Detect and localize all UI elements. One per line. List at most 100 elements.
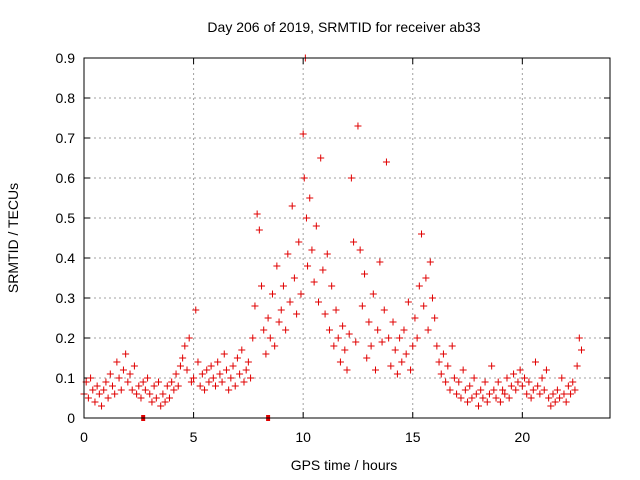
y-tick-label: 0.6 <box>56 170 76 186</box>
data-point <box>466 382 474 390</box>
data-point <box>247 374 255 382</box>
data-point <box>496 398 504 406</box>
data-point <box>155 378 163 386</box>
data-point <box>553 386 561 394</box>
data-point <box>146 390 154 398</box>
data-point <box>295 238 303 246</box>
data-point <box>536 390 544 398</box>
data-point <box>302 214 310 222</box>
data-point <box>214 358 222 366</box>
data-point <box>503 374 511 382</box>
data-point <box>371 366 379 374</box>
data-point <box>350 238 358 246</box>
data-point <box>161 398 169 406</box>
data-point <box>312 222 320 230</box>
data-point <box>347 174 355 182</box>
data-point <box>525 378 533 386</box>
data-point <box>418 230 426 238</box>
data-point <box>382 158 390 166</box>
data-point <box>229 362 237 370</box>
data-point <box>98 402 106 410</box>
data-point <box>345 330 353 338</box>
data-point <box>106 370 114 378</box>
data-point <box>389 318 397 326</box>
data-point <box>404 298 412 306</box>
data-point <box>325 326 333 334</box>
data-point <box>330 342 338 350</box>
data-point <box>144 374 152 382</box>
data-point <box>196 382 204 390</box>
data-point <box>117 386 125 394</box>
data-point <box>378 338 386 346</box>
data-point <box>439 350 447 358</box>
data-point <box>157 402 165 410</box>
data-point <box>393 370 401 378</box>
data-point <box>354 122 362 130</box>
data-point <box>448 342 456 350</box>
data-point <box>122 350 130 358</box>
y-tick-label: 0.1 <box>56 370 76 386</box>
data-point <box>319 266 327 274</box>
data-point <box>575 334 583 342</box>
data-point <box>490 386 498 394</box>
data-point <box>571 386 579 394</box>
data-point <box>238 346 246 354</box>
data-point <box>481 378 489 386</box>
data-point <box>556 394 564 402</box>
data-point <box>567 390 575 398</box>
y-tick-label: 0.4 <box>56 250 76 266</box>
data-point <box>95 390 103 398</box>
data-point <box>453 390 461 398</box>
data-point <box>242 366 250 374</box>
data-point <box>299 130 307 138</box>
data-point <box>119 366 127 374</box>
data-point <box>363 354 371 362</box>
data-point <box>409 342 417 350</box>
data-point <box>89 386 97 394</box>
data-point <box>352 338 360 346</box>
data-point <box>446 386 454 394</box>
data-point <box>284 250 292 258</box>
data-point <box>304 262 312 270</box>
data-point <box>485 390 493 398</box>
data-point <box>179 354 187 362</box>
data-point <box>306 194 314 202</box>
data-point <box>231 382 239 390</box>
data-point <box>198 370 206 378</box>
data-point <box>538 374 546 382</box>
data-point <box>510 370 518 378</box>
data-point <box>475 402 482 410</box>
data-point <box>172 370 180 378</box>
data-point <box>240 378 248 386</box>
data-point <box>551 398 559 406</box>
data-point <box>514 378 522 386</box>
data-point <box>376 258 384 266</box>
data-point <box>113 358 121 366</box>
data-point <box>135 382 143 390</box>
data-point <box>450 374 458 382</box>
data-point <box>455 378 463 386</box>
data-point <box>573 362 581 370</box>
data-point <box>385 334 393 342</box>
data-point <box>488 362 496 370</box>
data-point <box>468 394 476 402</box>
data-point <box>286 298 294 306</box>
data-point <box>102 378 110 386</box>
data-point <box>310 278 318 286</box>
data-point <box>361 270 369 278</box>
data-point <box>218 378 226 386</box>
x-tick-label: 15 <box>405 429 421 445</box>
data-point <box>321 310 329 318</box>
data-point <box>442 378 450 386</box>
data-point <box>380 306 388 314</box>
data-point <box>279 282 287 290</box>
data-point <box>531 358 539 366</box>
data-point <box>203 366 211 374</box>
y-tick-label: 0.7 <box>56 130 76 146</box>
data-point <box>483 398 491 406</box>
data-point <box>212 382 219 390</box>
x-tick-label: 5 <box>190 429 198 445</box>
grid-lines <box>84 58 610 418</box>
data-point <box>415 282 423 290</box>
data-point <box>100 386 108 394</box>
